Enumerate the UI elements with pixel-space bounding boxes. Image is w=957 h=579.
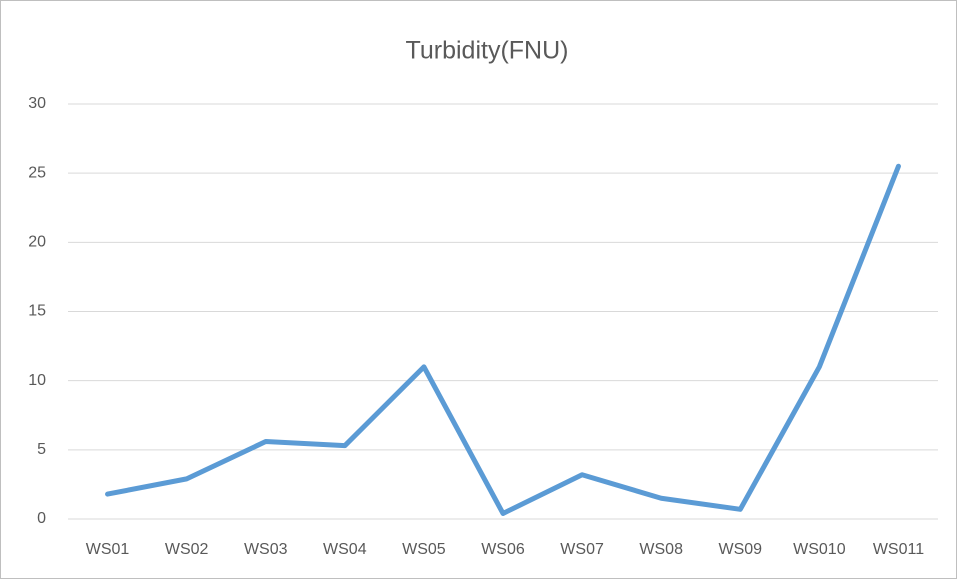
y-tick-label: 10 <box>28 372 46 389</box>
y-tick-label: 30 <box>28 95 46 112</box>
x-tick-label: WS05 <box>402 541 446 558</box>
y-tick-label: 20 <box>28 234 46 251</box>
x-tick-label: WS010 <box>793 541 846 558</box>
x-tick-label: WS01 <box>86 541 130 558</box>
y-tick-label: 25 <box>28 164 46 181</box>
y-tick-label: 15 <box>28 303 46 320</box>
x-tick-label: WS03 <box>244 541 288 558</box>
x-tick-label: WS08 <box>639 541 683 558</box>
y-tick-label: 5 <box>37 441 46 458</box>
data-line <box>105 163 901 516</box>
x-tick-label: WS04 <box>323 541 367 558</box>
chart-title: Turbidity(FNU) <box>406 37 569 65</box>
x-tick-label: WS09 <box>718 541 762 558</box>
x-tick-label: WS06 <box>481 541 525 558</box>
y-tick-label: 0 <box>37 510 46 527</box>
x-tick-label: WS07 <box>560 541 604 558</box>
x-tick-label: WS02 <box>165 541 209 558</box>
x-tick-label: WS011 <box>873 541 924 558</box>
